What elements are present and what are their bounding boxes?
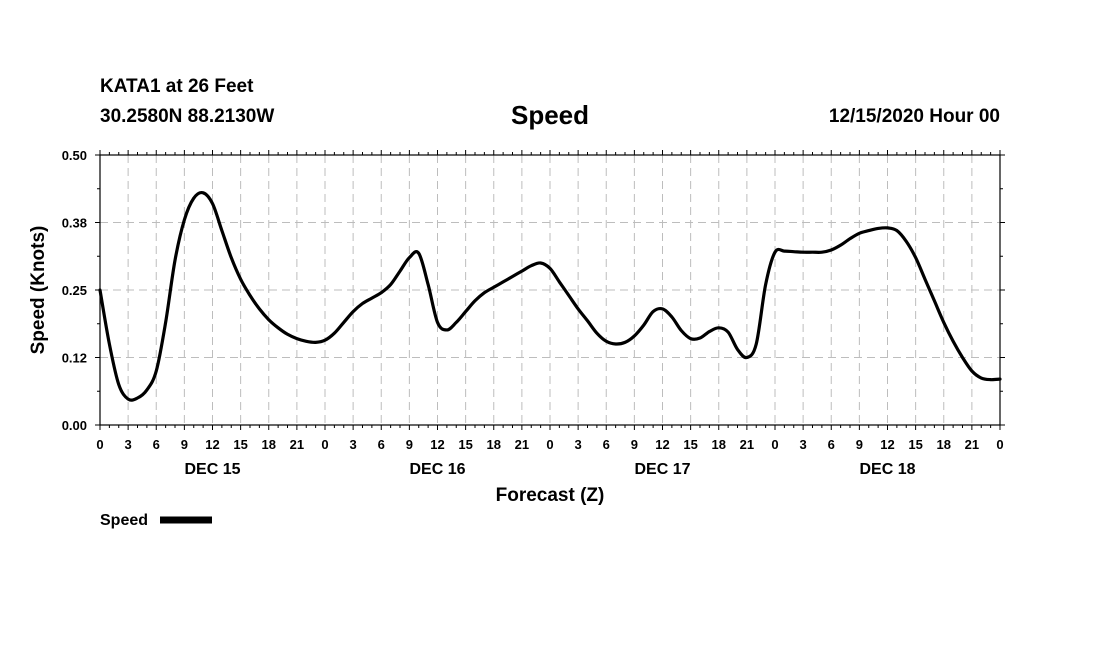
x-tick-label: 0 <box>546 437 553 452</box>
x-tick-label: 15 <box>683 437 697 452</box>
axis-ticks <box>95 150 1005 430</box>
series-layer <box>98 190 1002 402</box>
x-tick-label: 21 <box>515 437 529 452</box>
day-label: DEC 17 <box>634 461 690 478</box>
x-tick-label: 6 <box>603 437 610 452</box>
x-tick-label: 12 <box>655 437 669 452</box>
x-tick-label: 0 <box>771 437 778 452</box>
chart-title: Speed <box>0 100 1100 131</box>
x-tick-label: 9 <box>856 437 863 452</box>
x-axis-title: Forecast (Z) <box>496 485 605 506</box>
x-tick-label: 15 <box>908 437 922 452</box>
y-tick-label: 0.38 <box>62 216 87 231</box>
x-tick-label: 18 <box>262 437 276 452</box>
y-tick-label: 0.25 <box>62 283 87 298</box>
y-tick-label: 0.00 <box>62 418 87 433</box>
y-tick-label: 0.12 <box>62 351 87 366</box>
chart-title-text: Speed <box>510 100 590 130</box>
y-axis-title: Speed (Knots) <box>28 226 49 355</box>
x-tick-label: 9 <box>631 437 638 452</box>
x-tick-label: 12 <box>205 437 219 452</box>
day-label: DEC 16 <box>409 461 465 478</box>
day-labels: DEC 15 DEC 16 DEC 17 DEC 18 <box>184 461 915 478</box>
y-tick-labels: 0.00 0.12 0.25 0.38 0.50 <box>62 148 87 433</box>
legend-label-speed: Speed <box>100 512 148 529</box>
x-tick-label: 21 <box>290 437 304 452</box>
series-line-speed <box>98 190 1002 402</box>
day-label: DEC 18 <box>859 461 915 478</box>
day-label: DEC 15 <box>184 461 240 478</box>
x-tick-label: 3 <box>575 437 582 452</box>
x-tick-label: 3 <box>350 437 357 452</box>
coordinates-label: 30.2580N 88.2130W <box>100 106 275 127</box>
x-tick-label: 6 <box>153 437 160 452</box>
x-tick-label: 3 <box>125 437 132 452</box>
x-tick-label: 12 <box>430 437 444 452</box>
x-tick-label: 18 <box>937 437 951 452</box>
x-tick-label: 21 <box>965 437 979 452</box>
x-tick-label: 0 <box>321 437 328 452</box>
x-tick-label: 0 <box>96 437 103 452</box>
station-label: KATA1 at 26 Feet <box>100 76 254 97</box>
x-tick-label: 21 <box>740 437 754 452</box>
x-tick-label: 6 <box>378 437 385 452</box>
y-tick-label: 0.50 <box>62 148 87 163</box>
x-tick-label: 18 <box>712 437 726 452</box>
x-tick-label: 6 <box>828 437 835 452</box>
x-tick-label: 3 <box>800 437 807 452</box>
x-tick-label: 18 <box>487 437 501 452</box>
x-tick-label: 9 <box>406 437 413 452</box>
x-tick-label: 15 <box>233 437 247 452</box>
grid-lines <box>100 155 1000 425</box>
x-tick-labels: 0 3 6 9 12 15 18 21 0 3 6 9 12 15 18 21 0 3 6 9 12 15 18 21 0 3 6 9… <box>96 437 1003 452</box>
run-time-label: 12/15/2020 Hour 00 <box>828 106 1000 127</box>
legend: Speed <box>100 512 212 529</box>
x-tick-label: 15 <box>458 437 472 452</box>
x-tick-label: 0 <box>996 437 1003 452</box>
x-tick-label: 12 <box>880 437 894 452</box>
x-tick-label: 9 <box>181 437 188 452</box>
